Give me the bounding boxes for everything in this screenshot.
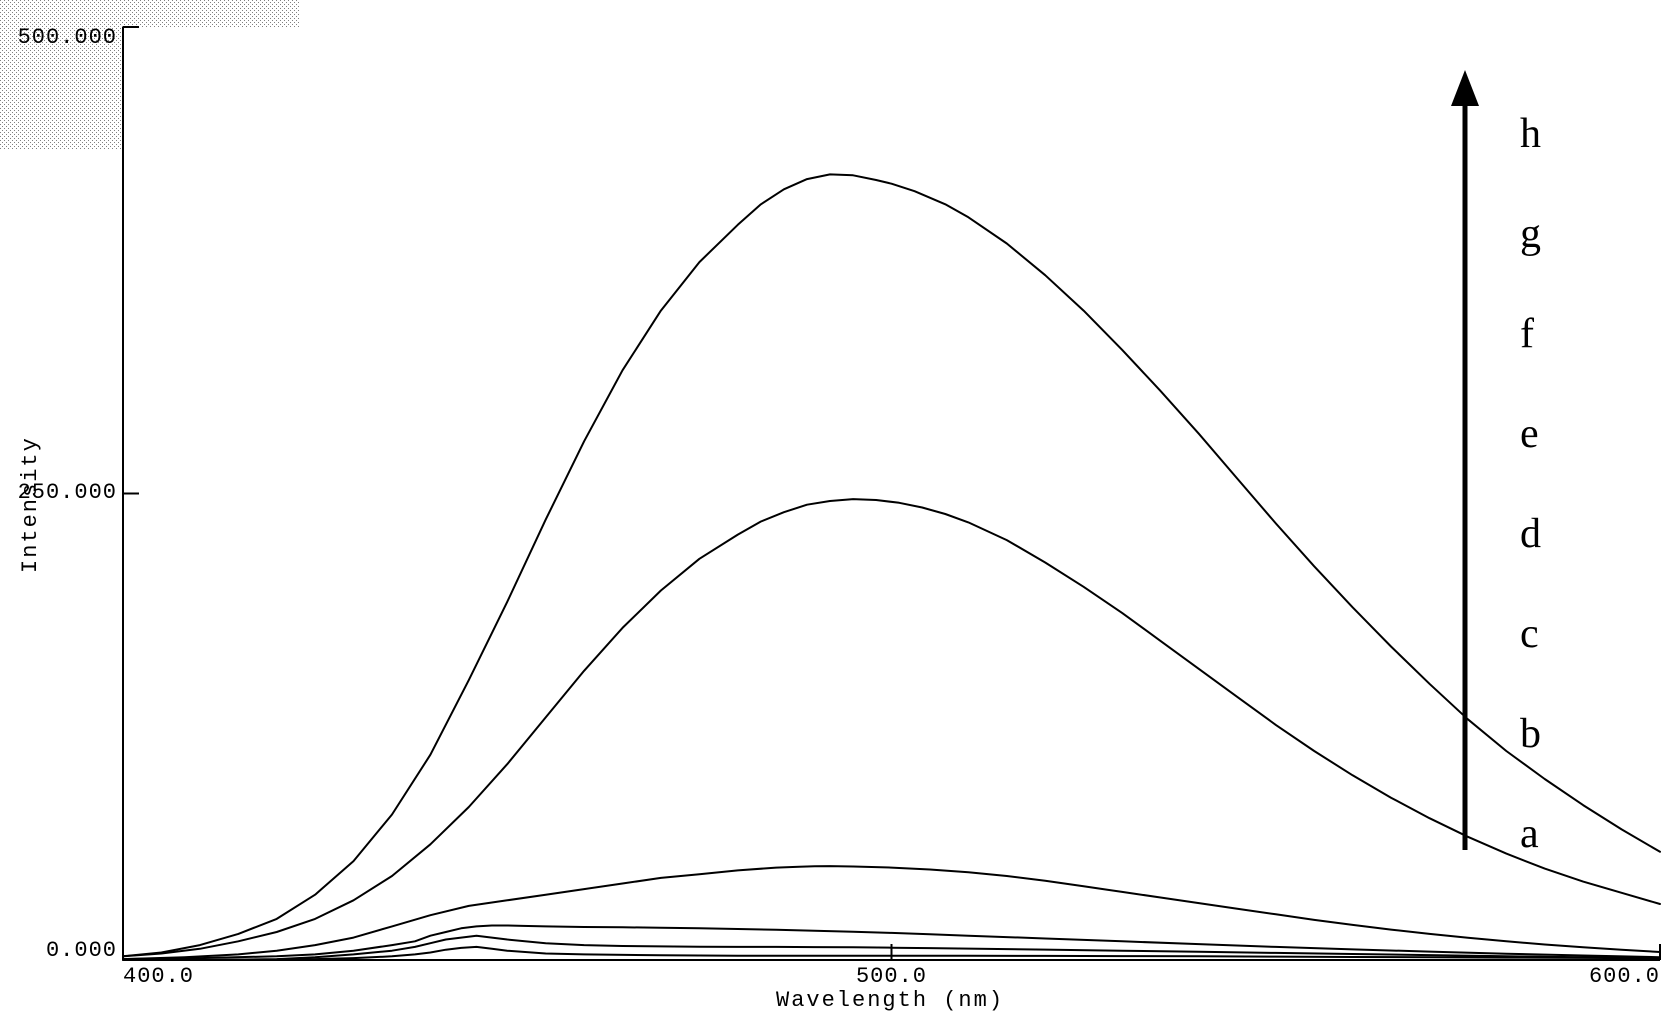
series-label-c: c xyxy=(1520,610,1539,658)
series-label-g: g xyxy=(1520,210,1541,258)
series-label-b: b xyxy=(1520,710,1541,758)
plot-svg xyxy=(0,0,1678,1034)
series-label-h: h xyxy=(1520,110,1541,158)
series-label-d: d xyxy=(1520,510,1541,558)
xtick-label-0: 400.0 xyxy=(123,964,223,989)
ytick-label-0: 0.000 xyxy=(0,938,117,963)
chart-root: 0.000250.000500.000400.0500.0600.0Intens… xyxy=(0,0,1678,1034)
series-label-a: a xyxy=(1520,810,1539,858)
xtick-label-2: 600.0 xyxy=(1560,964,1660,989)
y-axis-label: Intensity xyxy=(18,436,43,573)
series-label-f: f xyxy=(1520,310,1534,358)
series-label-e: e xyxy=(1520,410,1539,458)
ytick-label-2: 500.000 xyxy=(0,25,117,50)
curve-g xyxy=(123,499,1660,956)
series-arrow-head xyxy=(1451,70,1479,106)
x-axis-label: Wavelength (nm) xyxy=(776,988,1004,1013)
xtick-label-1: 500.0 xyxy=(842,964,942,989)
curve-h xyxy=(123,174,1660,956)
